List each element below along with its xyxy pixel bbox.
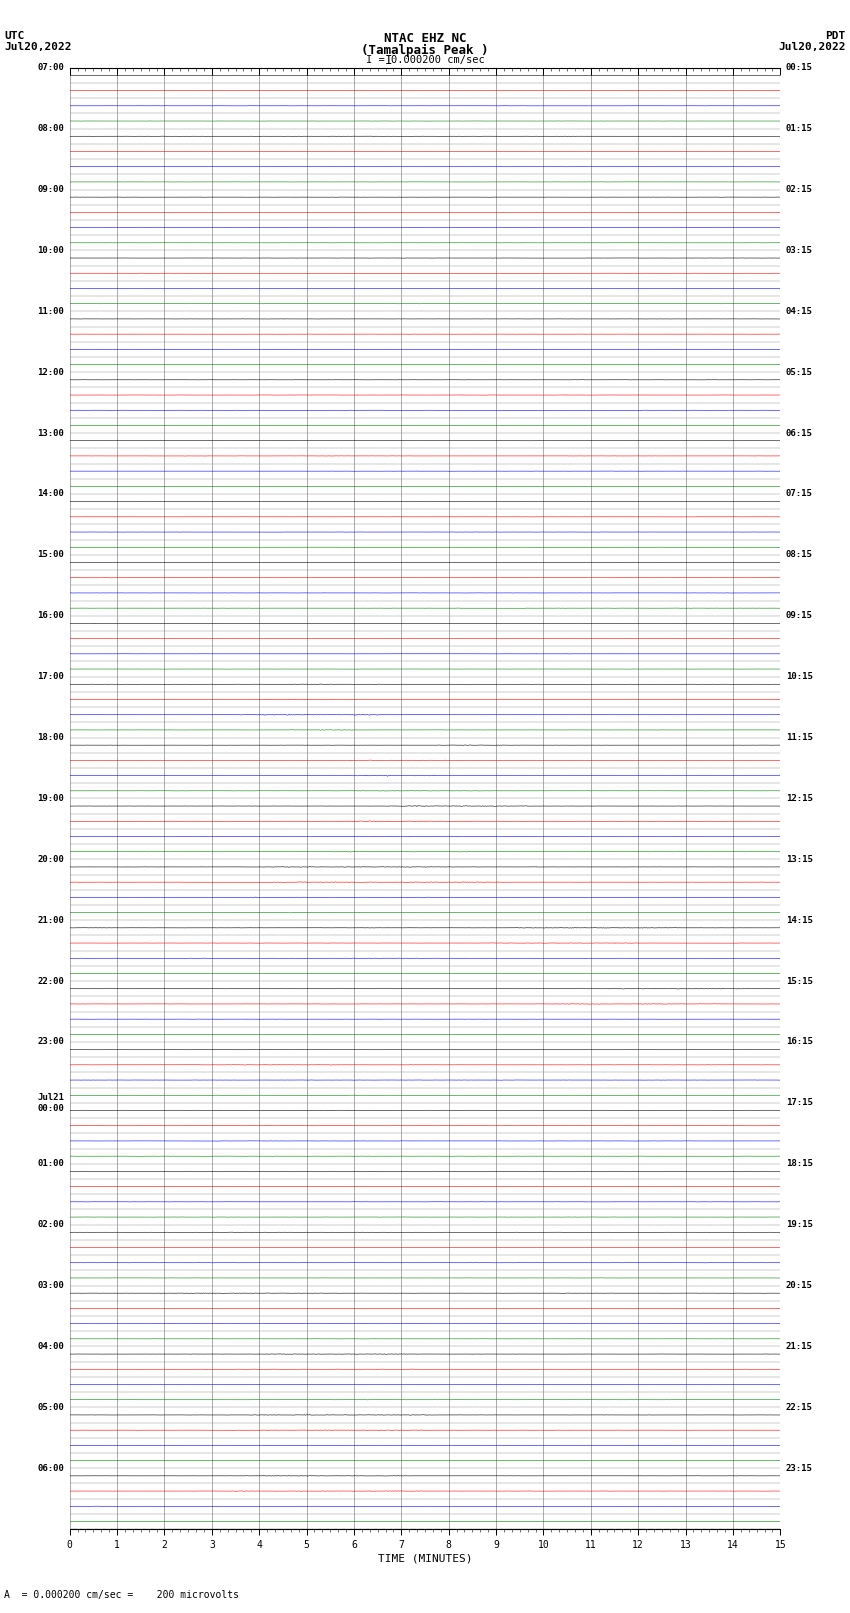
X-axis label: TIME (MINUTES): TIME (MINUTES) (377, 1553, 473, 1563)
Text: 05:00: 05:00 (37, 1403, 64, 1411)
Text: 12:00: 12:00 (37, 368, 64, 377)
Text: 09:15: 09:15 (786, 611, 813, 621)
Text: 11:15: 11:15 (786, 732, 813, 742)
Text: 19:00: 19:00 (37, 794, 64, 803)
Text: 13:15: 13:15 (786, 855, 813, 865)
Text: 06:15: 06:15 (786, 429, 813, 437)
Text: 01:00: 01:00 (37, 1160, 64, 1168)
Text: 04:15: 04:15 (786, 306, 813, 316)
Text: Jul20,2022: Jul20,2022 (4, 42, 71, 52)
Text: 08:00: 08:00 (37, 124, 64, 134)
Text: PDT: PDT (825, 31, 846, 40)
Text: 13:00: 13:00 (37, 429, 64, 437)
Text: UTC: UTC (4, 31, 25, 40)
Text: 04:00: 04:00 (37, 1342, 64, 1352)
Text: 02:00: 02:00 (37, 1219, 64, 1229)
Text: 07:00: 07:00 (37, 63, 64, 73)
Text: 06:00: 06:00 (37, 1463, 64, 1473)
Text: 20:15: 20:15 (786, 1281, 813, 1290)
Text: 14:15: 14:15 (786, 916, 813, 924)
Text: NTAC EHZ NC: NTAC EHZ NC (383, 32, 467, 45)
Text: 03:15: 03:15 (786, 245, 813, 255)
Text: 16:00: 16:00 (37, 611, 64, 621)
Text: 05:15: 05:15 (786, 368, 813, 377)
Text: 22:00: 22:00 (37, 976, 64, 986)
Text: 23:00: 23:00 (37, 1037, 64, 1047)
Text: 20:00: 20:00 (37, 855, 64, 865)
Text: 12:15: 12:15 (786, 794, 813, 803)
Text: 17:00: 17:00 (37, 673, 64, 681)
Text: 02:15: 02:15 (786, 185, 813, 194)
Text: Jul20,2022: Jul20,2022 (779, 42, 846, 52)
Text: 22:15: 22:15 (786, 1403, 813, 1411)
Text: 15:15: 15:15 (786, 976, 813, 986)
Text: 09:00: 09:00 (37, 185, 64, 194)
Text: 18:00: 18:00 (37, 732, 64, 742)
Text: (Tamalpais Peak ): (Tamalpais Peak ) (361, 44, 489, 56)
Text: 10:15: 10:15 (786, 673, 813, 681)
Text: 17:15: 17:15 (786, 1098, 813, 1108)
Text: 19:15: 19:15 (786, 1219, 813, 1229)
Text: Jul21
00:00: Jul21 00:00 (37, 1094, 64, 1113)
Text: 07:15: 07:15 (786, 489, 813, 498)
Text: 21:15: 21:15 (786, 1342, 813, 1352)
Text: 11:00: 11:00 (37, 306, 64, 316)
Text: A  = 0.000200 cm/sec =    200 microvolts: A = 0.000200 cm/sec = 200 microvolts (4, 1590, 239, 1600)
Text: 16:15: 16:15 (786, 1037, 813, 1047)
Text: 03:00: 03:00 (37, 1281, 64, 1290)
Text: 00:15: 00:15 (786, 63, 813, 73)
Text: I: I (385, 53, 393, 68)
Text: 21:00: 21:00 (37, 916, 64, 924)
Text: 23:15: 23:15 (786, 1463, 813, 1473)
Text: 18:15: 18:15 (786, 1160, 813, 1168)
Text: 15:00: 15:00 (37, 550, 64, 560)
Text: 01:15: 01:15 (786, 124, 813, 134)
Text: 14:00: 14:00 (37, 489, 64, 498)
Text: I = 0.000200 cm/sec: I = 0.000200 cm/sec (366, 55, 484, 65)
Text: 08:15: 08:15 (786, 550, 813, 560)
Text: 10:00: 10:00 (37, 245, 64, 255)
